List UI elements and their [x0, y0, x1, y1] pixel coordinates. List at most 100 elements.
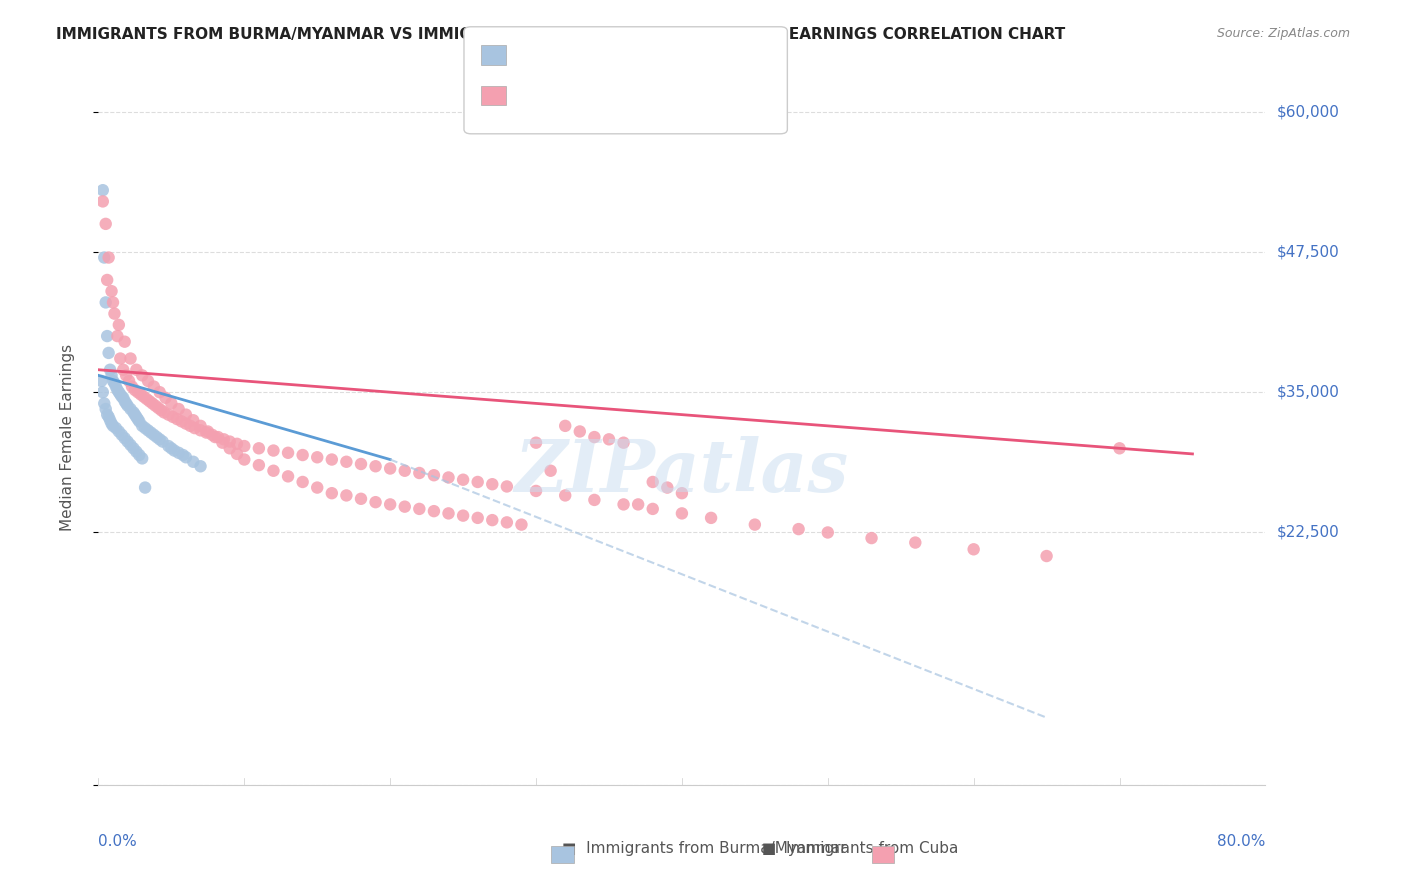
Point — [93, 396, 115, 410]
Point — [98, 363, 121, 377]
Point — [146, 430, 169, 444]
Point — [134, 421, 156, 435]
Point — [111, 390, 134, 404]
Point — [335, 488, 357, 502]
Point — [114, 394, 136, 409]
Point — [157, 408, 180, 422]
Point — [262, 443, 284, 458]
Point — [131, 418, 153, 433]
Point — [90, 374, 112, 388]
Point — [124, 408, 146, 422]
Point — [744, 517, 766, 532]
Point — [380, 497, 402, 511]
Point — [160, 442, 183, 456]
Point — [110, 387, 132, 401]
Point — [1108, 442, 1130, 456]
Point — [134, 481, 156, 495]
Y-axis label: Median Female Earnings: Median Female Earnings — [60, 343, 75, 531]
Point — [350, 457, 373, 471]
Point — [108, 425, 131, 439]
Point — [174, 408, 197, 422]
Point — [97, 251, 120, 265]
Point — [641, 502, 664, 516]
Point — [167, 446, 190, 460]
Point — [350, 491, 373, 506]
Point — [100, 417, 122, 431]
Point — [129, 387, 152, 401]
Point — [181, 413, 204, 427]
Point — [112, 363, 135, 377]
Point — [142, 379, 165, 393]
Point — [100, 284, 122, 298]
Point — [112, 391, 135, 405]
Point — [157, 439, 180, 453]
Point — [197, 425, 219, 439]
Point — [100, 368, 122, 383]
Text: ZIPatlas: ZIPatlas — [515, 436, 849, 508]
Point — [291, 448, 314, 462]
Point — [218, 442, 240, 456]
Point — [94, 295, 117, 310]
Point — [817, 525, 839, 540]
Text: $22,500: $22,500 — [1277, 525, 1340, 540]
Point — [364, 495, 387, 509]
Point — [124, 383, 146, 397]
Point — [195, 425, 218, 440]
Point — [211, 435, 233, 450]
Point — [291, 475, 314, 489]
Point — [207, 430, 229, 444]
Point — [117, 434, 139, 449]
Point — [451, 473, 474, 487]
Point — [101, 374, 124, 388]
Point — [860, 531, 883, 545]
Point — [131, 451, 153, 466]
Point — [127, 412, 149, 426]
Point — [149, 433, 172, 447]
Point — [481, 513, 503, 527]
Point — [162, 409, 184, 424]
Point — [108, 385, 131, 400]
Point — [93, 251, 115, 265]
Point — [218, 434, 240, 449]
Point — [787, 522, 810, 536]
Point — [451, 508, 474, 523]
Point — [114, 334, 136, 349]
Text: IMMIGRANTS FROM BURMA/MYANMAR VS IMMIGRANTS FROM CUBA MEDIAN FEMALE EARNINGS COR: IMMIGRANTS FROM BURMA/MYANMAR VS IMMIGRA… — [56, 27, 1066, 42]
Point — [118, 374, 141, 388]
Point — [131, 368, 153, 383]
Point — [226, 437, 249, 451]
Point — [307, 481, 329, 495]
Point — [190, 423, 212, 437]
Point — [540, 464, 562, 478]
Point — [598, 433, 620, 447]
Point — [437, 507, 460, 521]
Point — [96, 329, 118, 343]
Point — [568, 425, 591, 439]
Point — [91, 385, 114, 400]
Text: Source: ZipAtlas.com: Source: ZipAtlas.com — [1216, 27, 1350, 40]
Point — [125, 363, 148, 377]
Point — [481, 477, 503, 491]
Point — [114, 431, 136, 445]
Point — [138, 394, 160, 409]
Point — [143, 399, 166, 413]
Point — [174, 450, 197, 465]
Point — [408, 466, 430, 480]
Point — [150, 403, 173, 417]
Point — [125, 409, 148, 424]
Point — [166, 412, 188, 426]
Point — [128, 414, 150, 428]
Point — [141, 396, 163, 410]
Point — [104, 421, 127, 435]
Text: ■  Immigrants from Burma/Myanmar: ■ Immigrants from Burma/Myanmar — [562, 841, 846, 856]
Point — [153, 405, 176, 419]
Point — [394, 464, 416, 478]
Point — [408, 502, 430, 516]
Point — [128, 448, 150, 462]
Text: $47,500: $47,500 — [1277, 244, 1340, 260]
Point — [190, 459, 212, 474]
Point — [307, 450, 329, 465]
Point — [190, 418, 212, 433]
Point — [904, 535, 927, 549]
Point — [524, 483, 547, 498]
